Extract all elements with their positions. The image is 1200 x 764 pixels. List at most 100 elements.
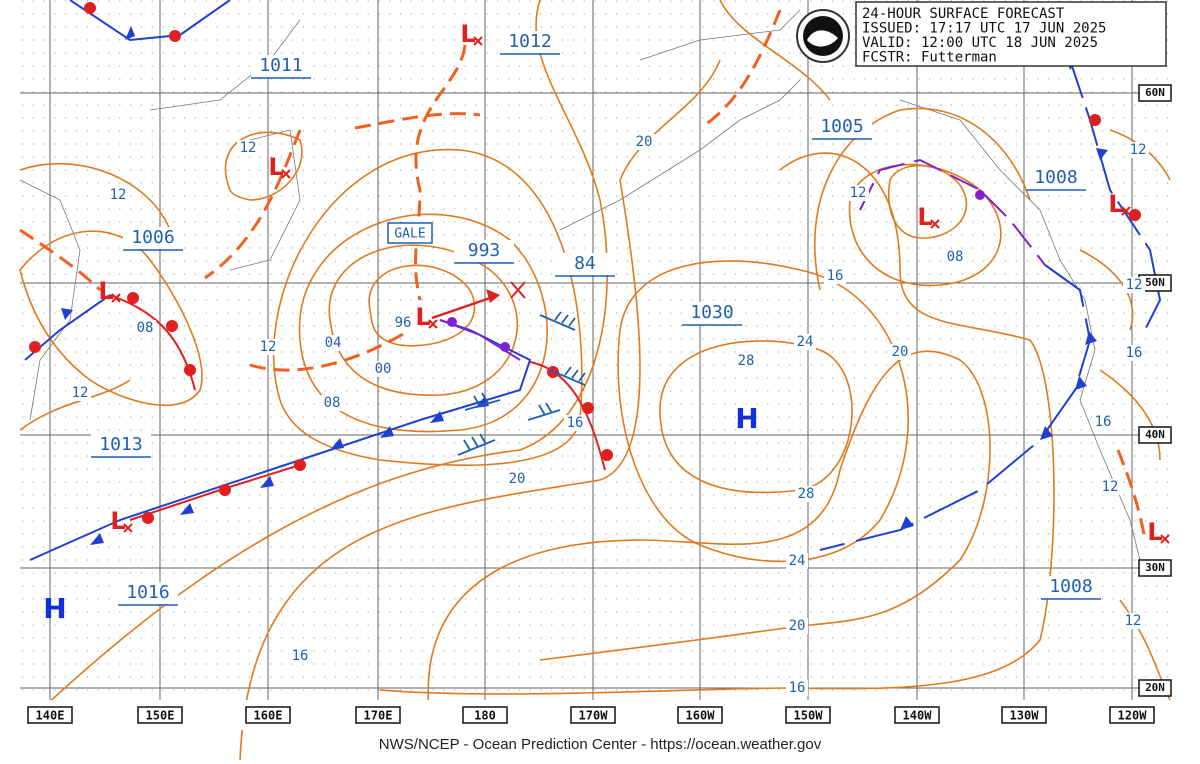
troughs	[19, 9, 1147, 541]
low-center: L	[917, 203, 932, 231]
isobar-label: 12	[850, 185, 867, 201]
pressure-bg	[454, 240, 514, 262]
pressure-bg	[500, 31, 560, 53]
longitude-box	[355, 706, 401, 724]
longitude-label: 150W	[794, 709, 824, 723]
isobar-label: 28	[798, 486, 815, 502]
pressure-label: 1013	[99, 434, 142, 455]
low-center: L	[415, 303, 430, 331]
longitude-label: 140W	[903, 709, 933, 723]
isobar-label: 12	[240, 140, 257, 156]
header-line: 24-HOUR SURFACE FORECAST	[862, 6, 1065, 22]
isobar-label: 16	[1095, 414, 1112, 430]
isobar-label-bg	[322, 335, 344, 351]
footer: NWS/NCEP - Ocean Prediction Center - htt…	[379, 736, 822, 753]
latitude-box	[1138, 426, 1172, 444]
longitude-label: 170E	[364, 709, 393, 723]
isobars	[19, 0, 1171, 761]
isobar-label-bg	[289, 648, 311, 664]
labels: 140E 150E 160E 170E 180 170W 160W 150W 140W 130W 1…	[27, 20, 1172, 724]
isobar-label: 12	[1126, 277, 1143, 293]
isobar-label: 12	[1130, 142, 1147, 158]
longitude-box	[137, 706, 183, 724]
pressure-label: 1030	[690, 302, 733, 323]
pressure-bg	[1026, 167, 1086, 189]
high-center: H	[43, 592, 66, 625]
motion-arrow	[431, 281, 526, 320]
isobar-label: 16	[567, 415, 584, 431]
header-line: ISSUED: 17:17 UTC 17 JUN 2025	[862, 21, 1106, 37]
longitude-box	[1109, 706, 1155, 724]
isobar-label: 20	[789, 618, 806, 634]
gale-box	[387, 222, 433, 244]
isobar-label: 20	[509, 471, 526, 487]
longitude-box	[570, 706, 616, 724]
coastlines	[19, 9, 1141, 561]
wind-barbs	[457, 311, 586, 456]
isobar-label: 16	[789, 680, 806, 696]
isobar-label: 16	[292, 648, 309, 664]
latitude-label: 50N	[1145, 276, 1165, 289]
pressure-label: 1011	[259, 55, 302, 76]
pressure-label: 1016	[126, 582, 169, 603]
isobar-label-bg	[506, 471, 528, 487]
longitude-label: 140E	[36, 709, 65, 723]
isobar-label-bg	[1099, 479, 1121, 495]
isobar-label: 28	[738, 353, 755, 369]
isobar-label-bg	[889, 344, 911, 360]
pressure-label: 1012	[508, 31, 551, 52]
isobar-label: 12	[1125, 613, 1142, 629]
longitude-box	[245, 706, 291, 724]
isobar-label: 16	[827, 268, 844, 284]
isobar-label-bg	[1123, 345, 1145, 361]
isobar-label: 96	[395, 315, 412, 331]
isobar-label: 12	[260, 339, 277, 355]
isobar-label: 08	[137, 320, 154, 336]
isobar-label-bg	[1092, 414, 1114, 430]
low-marker	[111, 293, 121, 303]
latitude-label: 40N	[1145, 428, 1165, 441]
isobar-label: 00	[375, 361, 392, 377]
low-center: L	[110, 507, 125, 535]
isobar-label: 08	[947, 249, 964, 265]
low-marker	[473, 36, 483, 46]
low-center: L	[268, 153, 283, 181]
gale-label: GALE	[394, 227, 425, 242]
low-marker	[930, 219, 940, 229]
longitude-box	[27, 706, 73, 724]
isobar-label-bg	[134, 320, 156, 336]
isobar-label: 16	[1126, 345, 1143, 361]
isobar-label-bg	[847, 185, 869, 201]
isobar-label-bg	[107, 187, 129, 203]
isobar-label-bg	[824, 268, 846, 284]
fine-grid	[20, 0, 1170, 700]
latitude-label: 60N	[1145, 86, 1165, 99]
isobar-label-bg	[237, 140, 259, 156]
isobar-label: 24	[797, 334, 814, 350]
pressure-label: 1008	[1034, 167, 1077, 188]
longitude-box	[785, 706, 831, 724]
low-marker	[281, 169, 291, 179]
isobar-label: 24	[789, 553, 806, 569]
pressure-bg	[91, 434, 151, 456]
latitude-box	[1138, 679, 1172, 697]
isobar-label: 04	[325, 335, 342, 351]
low-center: L	[1147, 518, 1162, 546]
pressure-label: 1005	[820, 116, 863, 137]
longitude-box	[1001, 706, 1047, 724]
pressure-label: 84	[574, 253, 596, 274]
isobar-label-bg	[944, 249, 966, 265]
high-center: H	[735, 402, 758, 435]
isobar-label-bg	[372, 361, 394, 377]
fronts	[24, 0, 1162, 561]
isobar-label: 20	[636, 134, 653, 150]
isobar-label-bg	[257, 339, 279, 355]
isobar-label-bg	[69, 385, 91, 401]
isobar-label-bg	[392, 315, 414, 331]
isobar-label-bg	[564, 415, 586, 431]
pressure-bg	[118, 582, 178, 604]
isobar-label-bg	[1122, 613, 1144, 629]
longitude-box	[677, 706, 723, 724]
